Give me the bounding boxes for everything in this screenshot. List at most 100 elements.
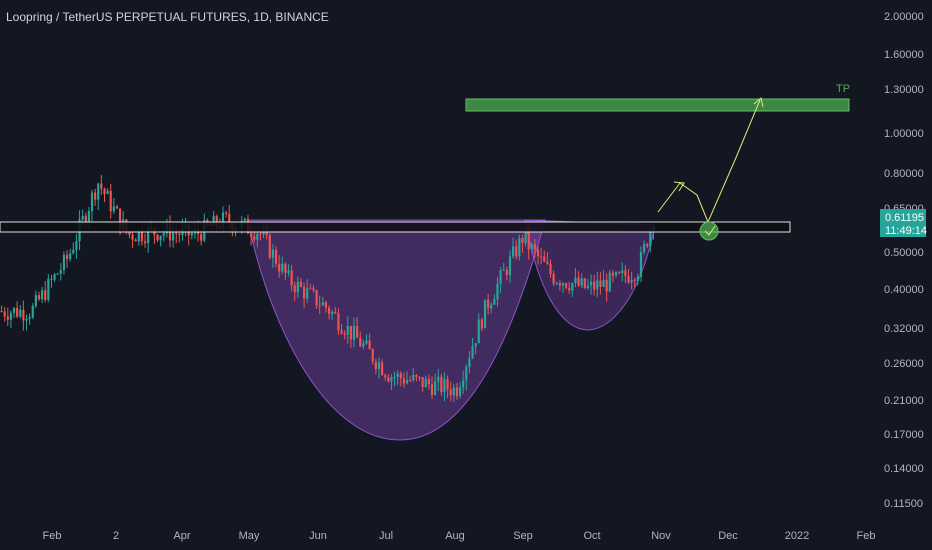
candle-up xyxy=(511,246,515,257)
candle-down xyxy=(421,376,424,388)
candle-down xyxy=(515,246,518,257)
candle-down xyxy=(200,233,203,241)
candle-down xyxy=(309,288,312,290)
candle-down xyxy=(371,349,374,362)
candle-down xyxy=(540,256,543,258)
resistance-zone xyxy=(0,221,791,233)
candle-down xyxy=(265,231,268,236)
candle-down xyxy=(427,378,430,385)
candle-down xyxy=(324,302,328,308)
candle-down xyxy=(140,230,144,242)
candle-down xyxy=(343,333,346,335)
candle-down xyxy=(387,377,390,382)
price-axis-label: 0.80000 xyxy=(884,168,924,180)
candle-down xyxy=(409,379,412,381)
candle-up xyxy=(458,387,462,397)
candle-up xyxy=(493,299,496,305)
candle-up xyxy=(47,278,50,300)
candle-down xyxy=(399,373,402,379)
candle-down xyxy=(37,295,41,300)
price-axis-label: 0.40000 xyxy=(884,284,924,296)
candle-down xyxy=(290,270,293,286)
candle-down xyxy=(633,279,636,281)
candle-down xyxy=(259,234,262,236)
candle-down xyxy=(65,254,69,260)
candle-up xyxy=(649,229,652,247)
candle-up xyxy=(508,256,512,276)
candle-down xyxy=(536,249,540,257)
candle-up xyxy=(212,216,215,227)
candle-down xyxy=(109,190,112,212)
candle-down xyxy=(568,287,571,291)
candle-down xyxy=(527,232,530,250)
time-axis-label: Jun xyxy=(309,530,327,542)
candle-down xyxy=(430,384,434,395)
candle-down xyxy=(278,263,281,272)
candle-up xyxy=(59,269,62,274)
time-axis[interactable]: Feb 2 Apr May Jun Jul Aug Sep Oct Nov Dec 2022 Feb xyxy=(43,530,876,542)
candle-up xyxy=(499,270,502,284)
candle-up xyxy=(346,325,349,335)
candle-down xyxy=(415,375,418,377)
candle-down xyxy=(487,299,490,309)
candle-down xyxy=(178,233,181,236)
retest-marker xyxy=(699,221,719,241)
candle-down xyxy=(340,330,343,334)
candle-down xyxy=(228,213,231,224)
price-axis-label: 0.50000 xyxy=(884,247,924,259)
price-axis-label: 0.21000 xyxy=(884,395,924,407)
bar-countdown: 11:49:14 xyxy=(885,225,927,237)
candle-up xyxy=(287,270,290,273)
candle-up xyxy=(574,277,577,284)
candle-down xyxy=(546,261,549,264)
candle-down xyxy=(380,362,384,376)
candle-up xyxy=(81,215,84,220)
candle-up xyxy=(412,375,415,380)
candle-down xyxy=(624,270,627,277)
candle-up xyxy=(502,269,505,271)
candle-up xyxy=(9,312,13,320)
time-axis-label: May xyxy=(239,530,260,542)
time-axis-label: Feb xyxy=(43,530,62,542)
candle-up xyxy=(352,326,356,340)
candle-up xyxy=(393,376,396,378)
candle-up xyxy=(614,272,618,276)
candle-down xyxy=(543,256,546,262)
candle-down xyxy=(249,233,253,237)
candle-down xyxy=(549,263,552,275)
candle-down xyxy=(384,375,387,378)
time-axis-label: Aug xyxy=(445,530,465,542)
candle-down xyxy=(605,279,608,292)
candle-up xyxy=(636,276,639,281)
candle-up xyxy=(596,280,599,290)
candle-down xyxy=(156,234,159,241)
candle-up xyxy=(639,251,643,277)
candle-up xyxy=(608,272,611,292)
candle-down xyxy=(618,272,621,274)
candle-down xyxy=(284,263,287,273)
candle-up xyxy=(162,233,165,236)
candle-down xyxy=(337,313,340,331)
cup-pattern-small xyxy=(524,219,656,331)
price-axis-label: 2.00000 xyxy=(884,11,924,23)
candle-down xyxy=(349,325,352,340)
candle-up xyxy=(518,237,521,257)
cup-pattern-large xyxy=(247,219,546,441)
time-axis-label: Dec xyxy=(718,530,738,542)
candle-down xyxy=(16,307,19,317)
candle-down xyxy=(446,379,449,390)
candle-down xyxy=(533,244,537,250)
candle-up xyxy=(496,283,499,300)
candle-down xyxy=(646,243,649,247)
candle-down xyxy=(253,236,256,240)
price-axis[interactable]: 2.000001.600001.300001.000000.800000.650… xyxy=(884,11,924,510)
candle-down xyxy=(611,272,614,276)
candle-down xyxy=(368,340,371,350)
candle-down xyxy=(356,326,359,338)
time-axis-label: Oct xyxy=(583,530,600,542)
candle-up xyxy=(147,227,150,244)
candle-up xyxy=(28,317,31,319)
